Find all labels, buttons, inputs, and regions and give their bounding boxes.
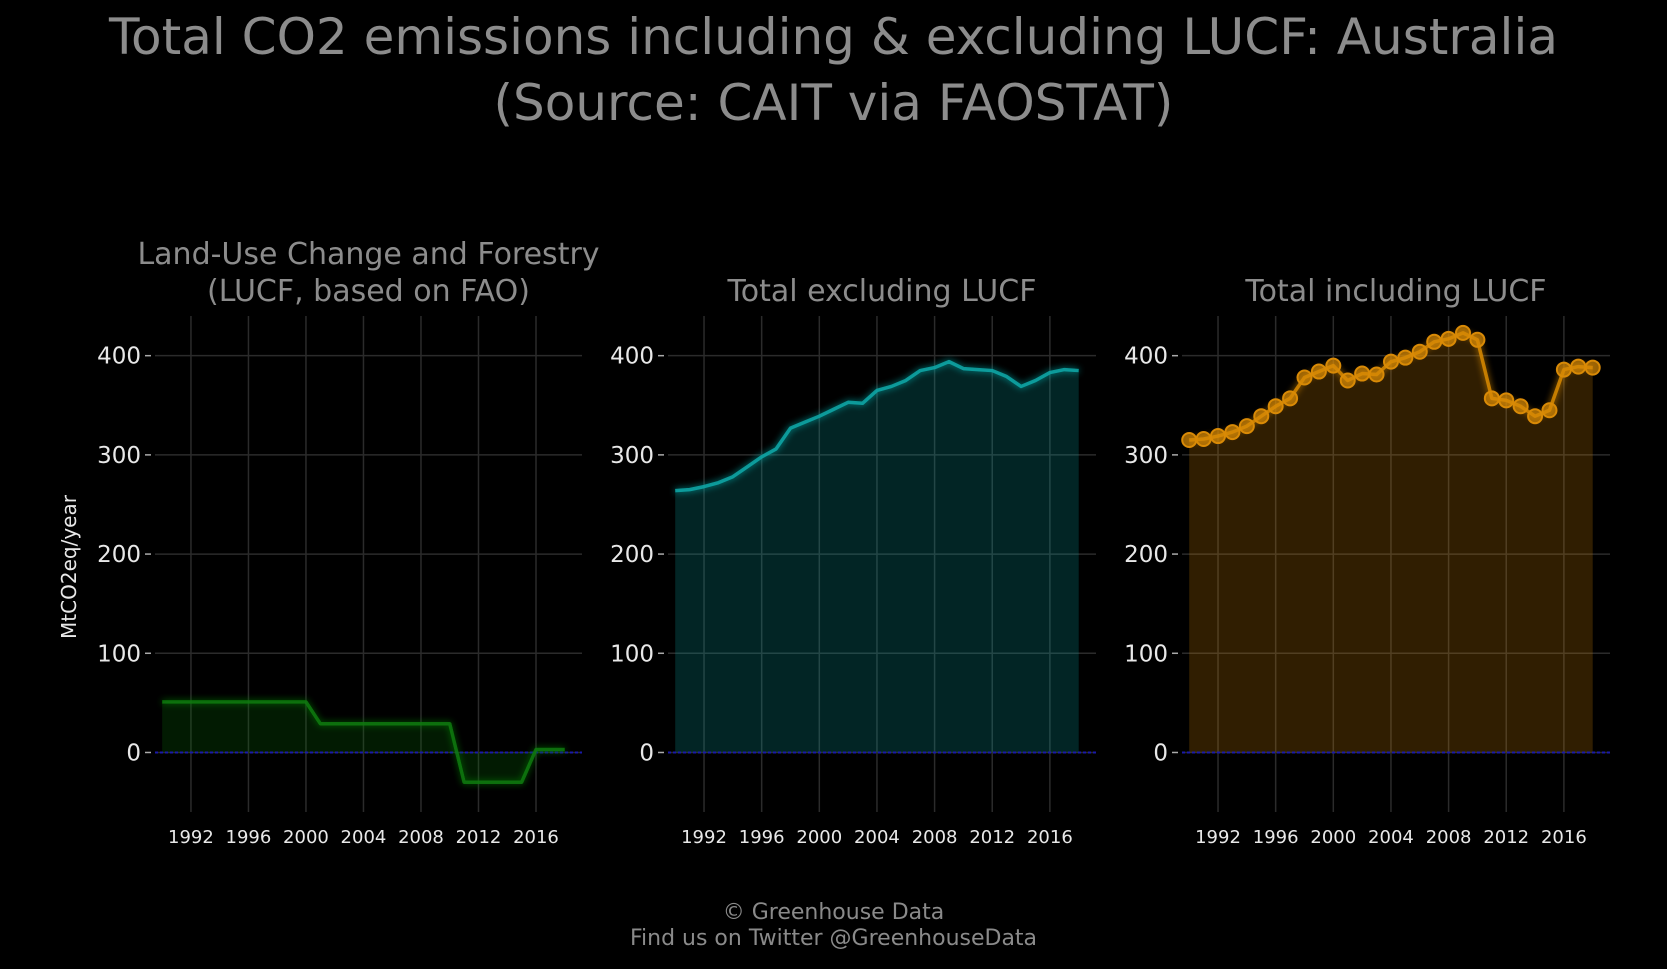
- y-tick-label: 100: [1124, 641, 1168, 667]
- series-area: [162, 701, 565, 783]
- x-tick-label: 2008: [398, 827, 444, 848]
- x-tick-label: 2004: [854, 827, 900, 848]
- x-tick-label: 1996: [1253, 827, 1299, 848]
- series-line: [162, 700, 565, 784]
- data-point: [1382, 353, 1399, 370]
- data-point: [1512, 398, 1529, 415]
- y-tick-label: 0: [1153, 740, 1168, 766]
- data-point: [1455, 324, 1472, 341]
- data-point: [1527, 408, 1544, 425]
- y-tick-label: 200: [1124, 542, 1168, 568]
- y-tick-label: 300: [610, 443, 654, 469]
- data-point: [1469, 331, 1486, 348]
- data-point: [1498, 392, 1515, 409]
- y-tick-label: 100: [97, 641, 141, 667]
- x-tick-label: 2000: [283, 827, 329, 848]
- panel-title: Total excluding LUCF: [727, 274, 1037, 309]
- y-axis-label: MtCO2eq/year: [57, 494, 81, 639]
- y-tick-label: 300: [97, 443, 141, 469]
- panel-title: Total including LUCF: [1244, 274, 1546, 309]
- x-tick-label: 2012: [969, 827, 1015, 848]
- y-tick-label: 400: [610, 344, 654, 370]
- data-point: [1282, 390, 1299, 407]
- data-point: [1368, 366, 1385, 383]
- x-tick-label: 1996: [739, 827, 785, 848]
- y-tick-label: 100: [610, 641, 654, 667]
- data-point: [1195, 431, 1212, 448]
- series-line: [675, 359, 1079, 493]
- x-tick-label: 2004: [341, 827, 387, 848]
- x-tick-label: 1996: [226, 827, 272, 848]
- y-tick-label: 0: [639, 740, 654, 766]
- x-tick-label: 1992: [681, 827, 727, 848]
- data-point: [1555, 361, 1572, 378]
- x-tick-label: 2016: [1541, 827, 1587, 848]
- data-point: [1339, 372, 1356, 389]
- data-point: [1296, 369, 1313, 386]
- data-point: [1426, 333, 1443, 350]
- y-tick-label: 200: [610, 542, 654, 568]
- y-tick-label: 400: [97, 344, 141, 370]
- x-tick-label: 2004: [1368, 827, 1414, 848]
- footer-twitter: Find us on Twitter @GreenhouseData: [629, 926, 1038, 951]
- footer-copyright: © Greenhouse Data: [722, 900, 945, 925]
- x-tick-label: 2016: [513, 827, 559, 848]
- data-point: [1224, 424, 1241, 441]
- data-point: [1267, 398, 1284, 415]
- data-point: [1325, 357, 1342, 374]
- y-tick-label: 0: [126, 740, 141, 766]
- x-tick-label: 2000: [1310, 827, 1356, 848]
- x-tick-label: 2008: [912, 827, 958, 848]
- series-area: [675, 361, 1079, 753]
- data-point: [1181, 432, 1198, 448]
- data-point: [1238, 418, 1255, 435]
- data-point: [1483, 390, 1500, 407]
- data-point: [1253, 408, 1270, 425]
- data-point: [1440, 330, 1457, 347]
- panel-title: Land-Use Change and Forestry: [137, 237, 599, 272]
- y-tick-label: 300: [1124, 443, 1168, 469]
- data-point: [1570, 358, 1587, 375]
- chart-title: Total CO2 emissions including & excludin…: [109, 8, 1558, 66]
- x-tick-label: 1992: [168, 827, 214, 848]
- data-point: [1541, 402, 1558, 419]
- panel-1: Land-Use Change and Forestry(LUCF, based…: [97, 237, 599, 848]
- x-tick-label: 1992: [1195, 827, 1241, 848]
- data-point: [1411, 343, 1428, 360]
- data-point: [1354, 365, 1371, 382]
- y-tick-label: 200: [97, 542, 141, 568]
- x-tick-label: 2000: [796, 827, 842, 848]
- data-point: [1584, 359, 1601, 376]
- panel-title: (LUCF, based on FAO): [207, 274, 530, 309]
- data-point: [1310, 363, 1327, 380]
- y-tick-label: 400: [1124, 344, 1168, 370]
- x-tick-label: 2012: [456, 827, 502, 848]
- chart-subtitle: (Source: CAIT via FAOSTAT): [493, 74, 1174, 132]
- series-area: [1189, 332, 1593, 753]
- x-tick-label: 2008: [1426, 827, 1472, 848]
- x-tick-label: 2012: [1483, 827, 1529, 848]
- x-tick-label: 2016: [1027, 827, 1073, 848]
- data-point: [1210, 428, 1227, 445]
- data-point: [1397, 349, 1414, 366]
